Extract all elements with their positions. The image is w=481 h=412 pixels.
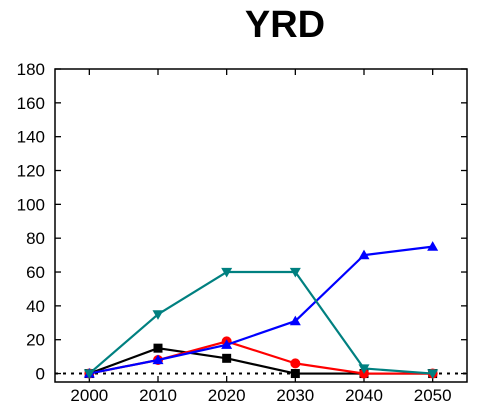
- data-point: [290, 369, 300, 379]
- data-point: [427, 241, 439, 251]
- data-point: [221, 339, 233, 349]
- data-point: [358, 364, 370, 374]
- data-point: [290, 358, 301, 369]
- data-point: [289, 315, 301, 326]
- data-point: [222, 353, 232, 363]
- x-tick-label: 2030: [276, 386, 314, 405]
- x-tick-label: 2020: [208, 386, 246, 405]
- series-1: [84, 336, 438, 379]
- y-tick-label: 60: [26, 263, 45, 282]
- series-2: [83, 241, 439, 378]
- y-tick-label: 80: [26, 229, 45, 248]
- data-point: [152, 310, 164, 320]
- chart-title: YRD: [245, 4, 325, 46]
- data-point: [289, 267, 301, 278]
- data-point: [427, 369, 439, 380]
- data-point: [153, 343, 163, 353]
- y-tick-label: 120: [17, 162, 45, 181]
- series-3: [83, 267, 439, 380]
- y-tick-label: 20: [26, 331, 45, 350]
- data-point: [358, 249, 370, 260]
- x-tick-label: 2040: [345, 386, 383, 405]
- y-tick-label: 100: [17, 195, 45, 214]
- x-tick-label: 2000: [70, 386, 108, 405]
- y-tick-label: 0: [36, 365, 45, 384]
- y-tick-label: 40: [26, 297, 45, 316]
- x-tick-label: 2010: [139, 386, 177, 405]
- y-tick-label: 140: [17, 128, 45, 147]
- series-layer: [83, 241, 439, 380]
- y-tick-label: 180: [17, 60, 45, 79]
- x-tick-label: 2050: [414, 386, 452, 405]
- data-point: [83, 369, 95, 380]
- data-point: [152, 354, 164, 365]
- data-point: [221, 267, 233, 278]
- plot-frame: [54, 68, 468, 383]
- y-tick-label: 160: [17, 94, 45, 113]
- series-line: [89, 245, 433, 375]
- series-line: [88, 270, 433, 375]
